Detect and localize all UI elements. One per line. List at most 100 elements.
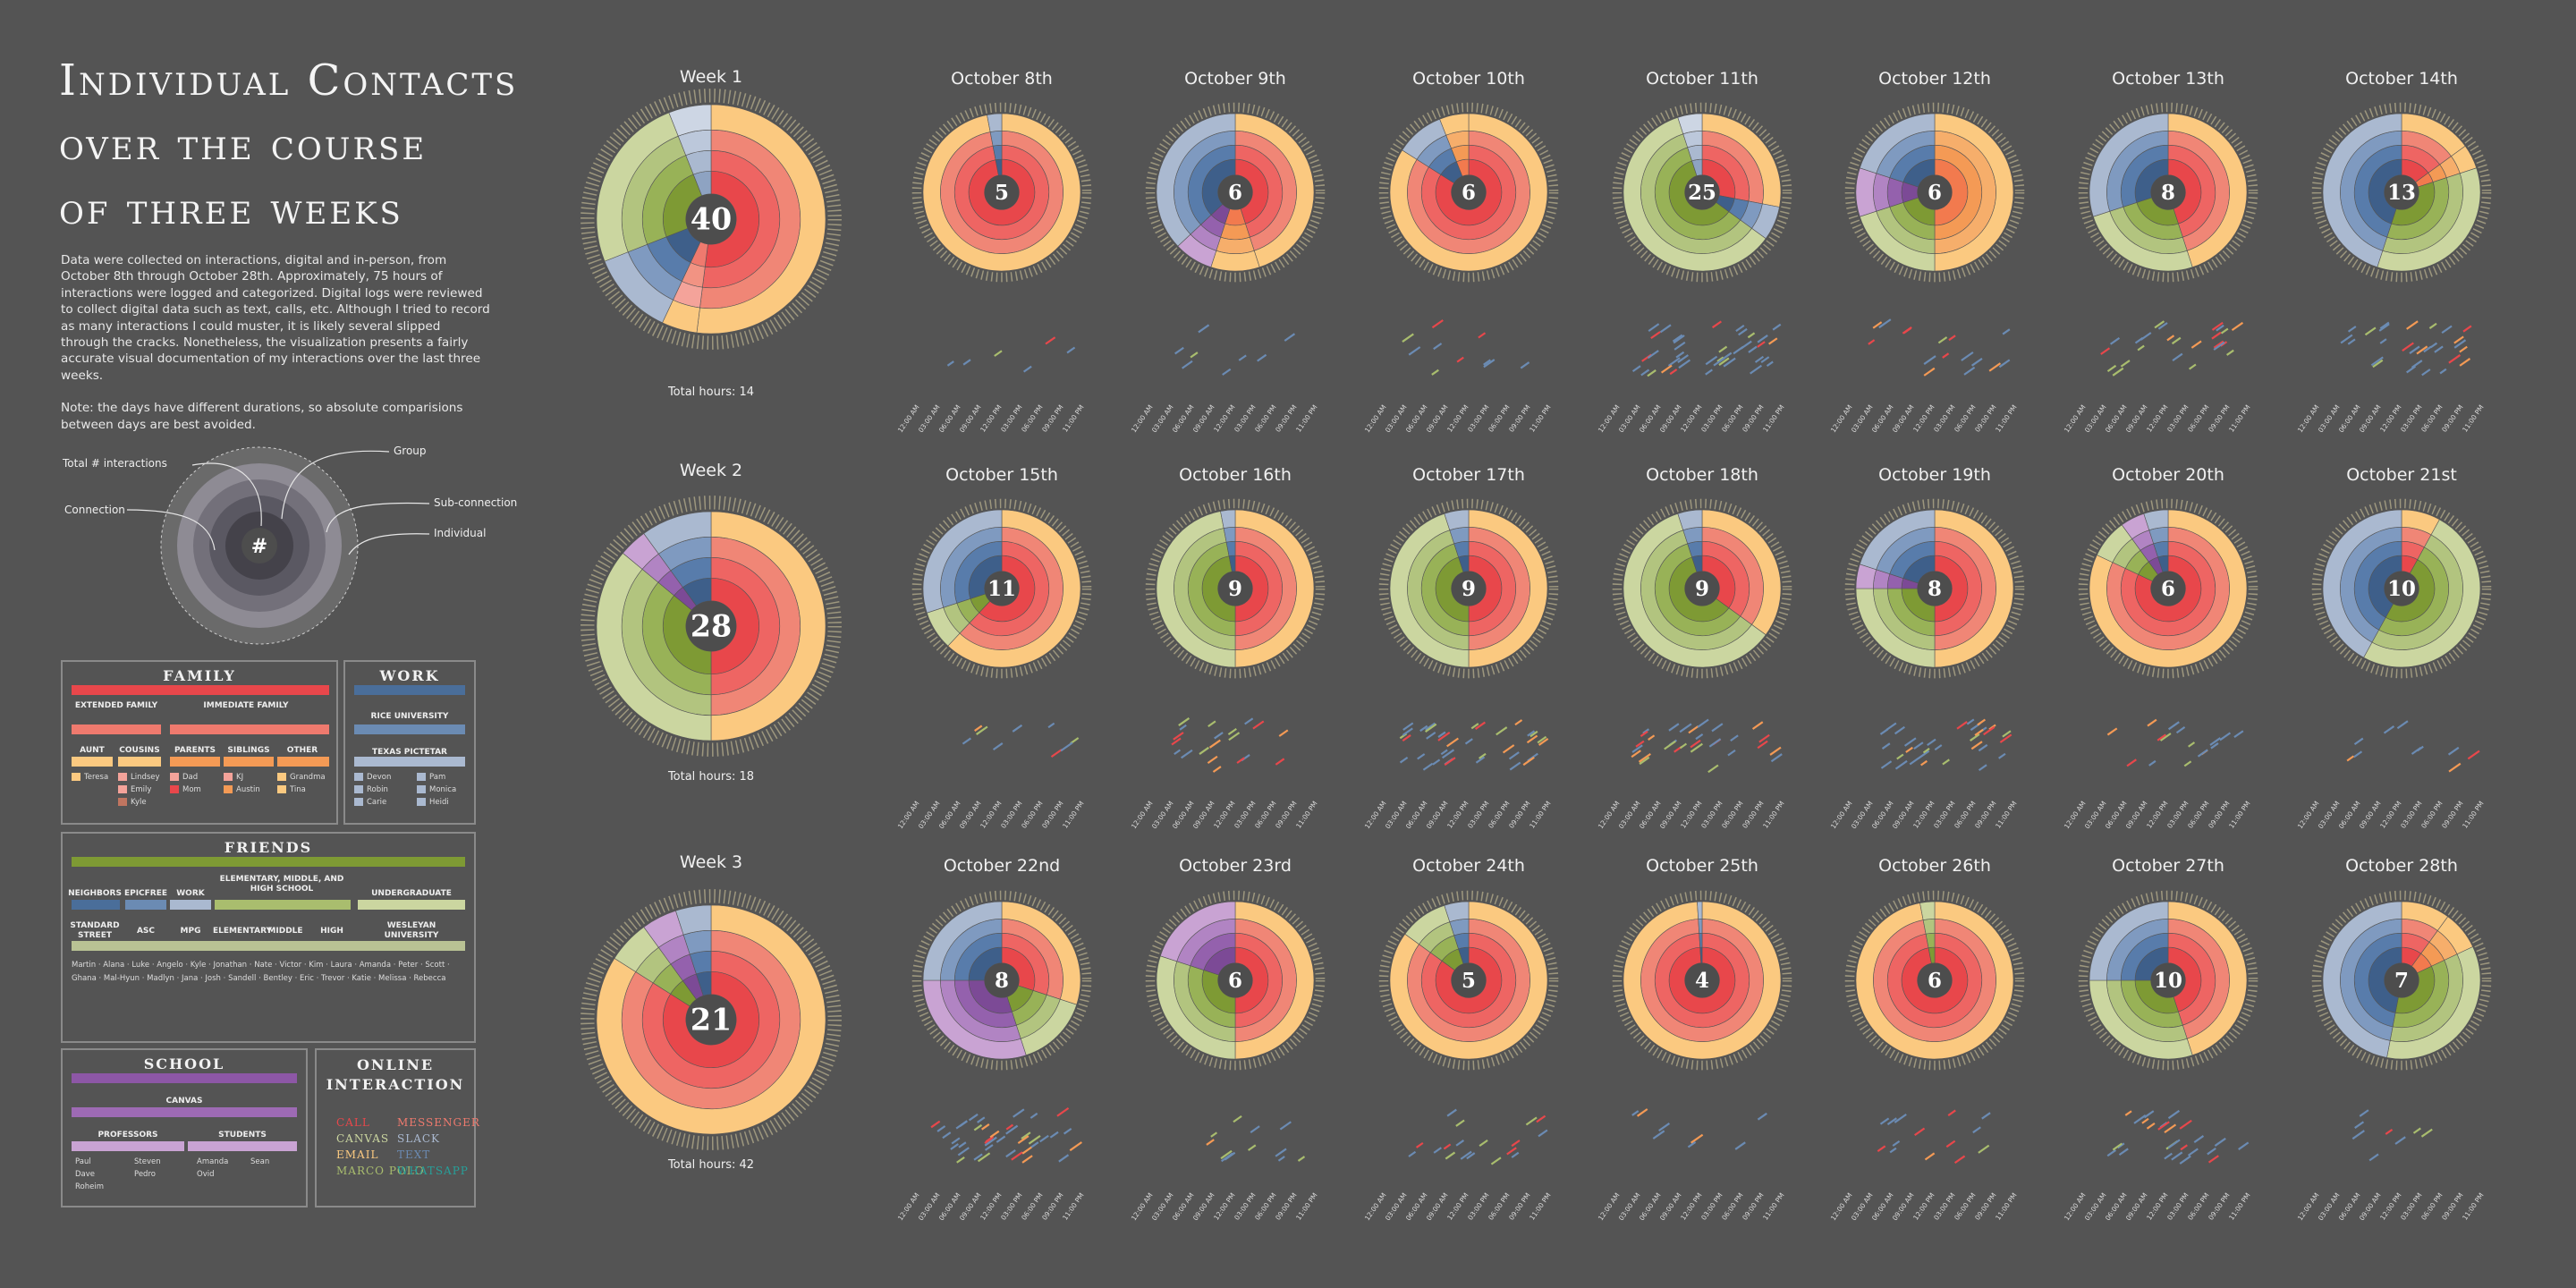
- message-mark: [2220, 341, 2228, 347]
- message-mark: [1914, 1127, 1926, 1137]
- ring-segment-family: [2401, 158, 2429, 183]
- message-mark: [930, 1120, 941, 1129]
- message-mark: [2159, 1122, 2168, 1129]
- time-tick-label: 03:00 PM: [1466, 800, 1490, 830]
- message-mark: [2462, 325, 2472, 333]
- message-mark: [1740, 340, 1752, 350]
- time-tick-label: 06:00 PM: [1020, 403, 1044, 434]
- ring-segment-school: [622, 533, 659, 570]
- message-mark: [2421, 369, 2431, 377]
- message-mark: [2120, 360, 2131, 368]
- time-tick-label: 12:00 PM: [2378, 1191, 2402, 1222]
- ring-segment-family: [704, 170, 760, 268]
- message-mark: [1878, 318, 1892, 329]
- message-mark: [1297, 1156, 1306, 1162]
- message-mark: [1179, 724, 1187, 731]
- message-mark: [1224, 1151, 1236, 1161]
- message-mark: [968, 1113, 979, 1122]
- message-mark: [2370, 356, 2384, 367]
- total-interactions-label: 13: [2387, 182, 2416, 205]
- total-interactions-label: 5: [1462, 970, 1476, 993]
- message-mark: [1206, 1139, 1215, 1146]
- message-mark: [1747, 332, 1756, 339]
- time-tick-label: 09:00 AM: [958, 1191, 983, 1222]
- ring-segment-family: [947, 509, 1081, 668]
- message-mark: [2188, 741, 2196, 748]
- ring-segment-family: [1234, 946, 1269, 1014]
- day-chart: 25: [1612, 102, 1792, 283]
- time-tick-label: 06:00 AM: [1638, 800, 1663, 830]
- message-mark: [1509, 761, 1521, 771]
- ring-segment-family: [1420, 144, 1517, 241]
- time-tick-label: 12:00 AM: [1597, 800, 1622, 830]
- extended-family-bar: [72, 724, 161, 734]
- message-mark: [1708, 738, 1722, 748]
- message-mark: [1712, 738, 1722, 746]
- ring-segment-work: [1751, 203, 1780, 240]
- message-mark: [1049, 1131, 1059, 1139]
- message-mark: [1674, 341, 1686, 351]
- ring-segment-friends: [1889, 202, 1936, 241]
- message-mark: [1631, 744, 1643, 753]
- message-mark: [1005, 1123, 1014, 1131]
- week-total-hours: Total hours: 18: [667, 770, 754, 784]
- message-mark: [2211, 321, 2224, 331]
- time-tick-label: 12:00 PM: [1911, 1191, 1936, 1222]
- message-mark: [2207, 1147, 2216, 1156]
- ring-segment-friends: [1187, 541, 1236, 637]
- ring-segment-family: [696, 104, 826, 335]
- message-mark: [1422, 762, 1434, 771]
- ring-segment-friends: [2092, 210, 2193, 272]
- message-mark: [1999, 733, 2012, 743]
- message-mark: [2364, 326, 2377, 336]
- ring-segment-friends: [2120, 979, 2183, 1029]
- message-mark: [2193, 1135, 2205, 1143]
- day-chart: 6: [2078, 498, 2258, 679]
- ring-segment-work: [2368, 158, 2402, 225]
- ring-segment-friends: [652, 963, 683, 995]
- message-mark: [1173, 732, 1184, 741]
- message-mark: [956, 1156, 965, 1164]
- ring-segment-family: [1001, 901, 1081, 1005]
- message-mark: [1690, 1133, 1704, 1144]
- time-tick-label: 11:00 PM: [1294, 800, 1318, 830]
- time-tick-label: 06:00 AM: [2104, 403, 2129, 434]
- message-mark: [1456, 356, 1464, 363]
- time-tick-label: 03:00 AM: [1384, 1191, 1409, 1222]
- message-mark: [2219, 732, 2232, 741]
- message-mark: [951, 1137, 961, 1145]
- friends-group-school: Elementary, Middle, and High School: [219, 875, 344, 894]
- friends-work-bar: [170, 900, 211, 910]
- message-mark: [2448, 762, 2462, 773]
- legend-label-total: Total # interactions: [62, 457, 167, 470]
- ring-segment-family: [621, 929, 801, 1110]
- message-mark: [1769, 746, 1782, 756]
- message-mark: [1922, 747, 1930, 754]
- message-mark: [1640, 730, 1648, 738]
- message-timeline: [946, 336, 1076, 373]
- ring-segment-orange: [1934, 113, 2014, 272]
- ring-segment-family: [1407, 131, 1530, 254]
- time-tick-label: 09:00 PM: [2440, 403, 2464, 434]
- time-tick-label: 06:00 AM: [2337, 403, 2362, 434]
- ring-segment-work: [1402, 118, 1447, 160]
- ring-segment-family: [1001, 946, 1036, 991]
- ring-segment-school: [657, 934, 691, 965]
- message-mark: [1520, 361, 1530, 369]
- professors-bar: [72, 1141, 184, 1151]
- ring-segment-work: [2089, 901, 2169, 981]
- message-mark: [2379, 321, 2390, 330]
- ring-segment-friends: [1419, 921, 1455, 953]
- time-tick-label: 06:00 AM: [2337, 800, 2362, 830]
- message-mark: [1734, 1141, 1746, 1150]
- message-mark: [2406, 320, 2419, 330]
- time-tick-label: 09:00 PM: [1507, 403, 1531, 434]
- message-mark: [1664, 740, 1676, 750]
- ring-segment-orange: [1445, 131, 1470, 149]
- total-interactions-label: 4: [1695, 970, 1709, 993]
- message-mark: [1885, 722, 1897, 731]
- ring-segment-family: [1001, 932, 1050, 996]
- message-mark: [1455, 1119, 1465, 1127]
- ring-segment-school: [1177, 233, 1217, 268]
- legend-label-subconnection: Sub-connection: [434, 496, 517, 509]
